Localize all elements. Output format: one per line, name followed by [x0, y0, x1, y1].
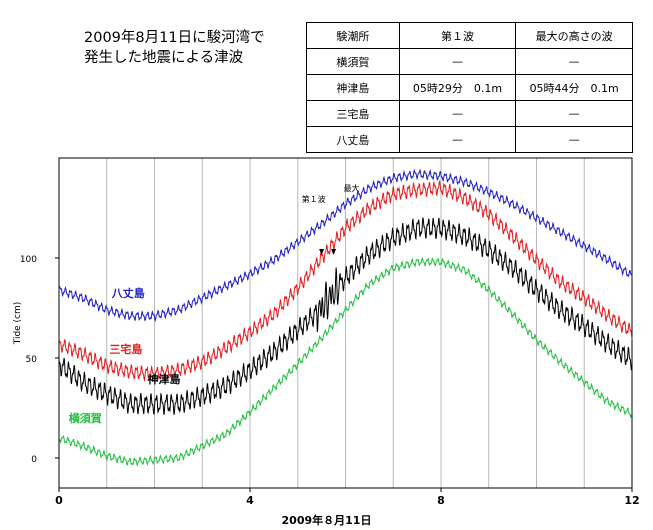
x-tick-label: 0: [55, 494, 63, 507]
cell-site: 横須賀: [306, 48, 400, 75]
cell-first: —: [398, 48, 517, 75]
header-max-wave: 最大の高さの波: [515, 22, 633, 49]
table-row: 神津島 05時29分 0.1m 05時44分 0.1m: [306, 74, 633, 101]
x-tick-label: 12: [624, 494, 639, 507]
table-row: 三宅島 — —: [306, 100, 633, 127]
table-header-row: 験潮所 第１波 最大の高さの波: [306, 22, 633, 49]
annotation-label: 第１波: [302, 194, 326, 204]
title-line-2: 発生した地震による津波: [84, 50, 244, 66]
series-line: [58, 180, 633, 383]
chart-title: 2009年8月11日に駿河湾で 発生した地震による津波: [84, 28, 304, 68]
x-tick-label: 8: [437, 494, 445, 507]
cell-site: 三宅島: [306, 100, 400, 127]
cell-first: —: [398, 126, 517, 153]
series-line: [58, 217, 633, 415]
annotation-arrow: [331, 249, 337, 255]
arrival-table: 験潮所 第１波 最大の高さの波 横須賀 — — 神津島 05時29分 0.1m …: [306, 22, 633, 153]
cell-max: —: [515, 126, 633, 153]
annotation-label: 最大: [344, 183, 360, 193]
table-row: 横須賀 — —: [306, 48, 633, 75]
cell-site: 八丈島: [306, 126, 400, 153]
header-site: 験潮所: [306, 22, 400, 49]
series-label: 八丈島: [111, 286, 145, 300]
series-label: 三宅島: [109, 342, 142, 356]
cell-max: —: [515, 48, 633, 75]
cell-max: 05時44分 0.1m: [515, 74, 633, 101]
y-tick-label: 0: [31, 455, 37, 465]
series-line: [58, 257, 633, 467]
y-axis-label: Tide (cm): [13, 302, 23, 346]
y-tick-label: 100: [20, 255, 37, 265]
title-line-1: 2009年8月11日に駿河湾で: [84, 30, 265, 46]
series-label: 横須賀: [69, 411, 102, 425]
cell-max: —: [515, 100, 633, 127]
cell-first: —: [398, 100, 517, 127]
cell-first: 05時29分 0.1m: [398, 74, 517, 101]
x-tick-label: 4: [246, 494, 254, 507]
x-axis-label: 2009年８月11日: [281, 514, 372, 527]
series-label: 神津島: [148, 372, 181, 386]
plot-frame: [58, 157, 633, 489]
table-row: 八丈島 — —: [306, 126, 633, 153]
annotation-arrow: [319, 249, 325, 255]
header-first-wave: 第１波: [398, 22, 517, 49]
series-line: [58, 168, 633, 323]
y-tick-label: 50: [26, 355, 38, 365]
cell-site: 神津島: [306, 74, 400, 101]
